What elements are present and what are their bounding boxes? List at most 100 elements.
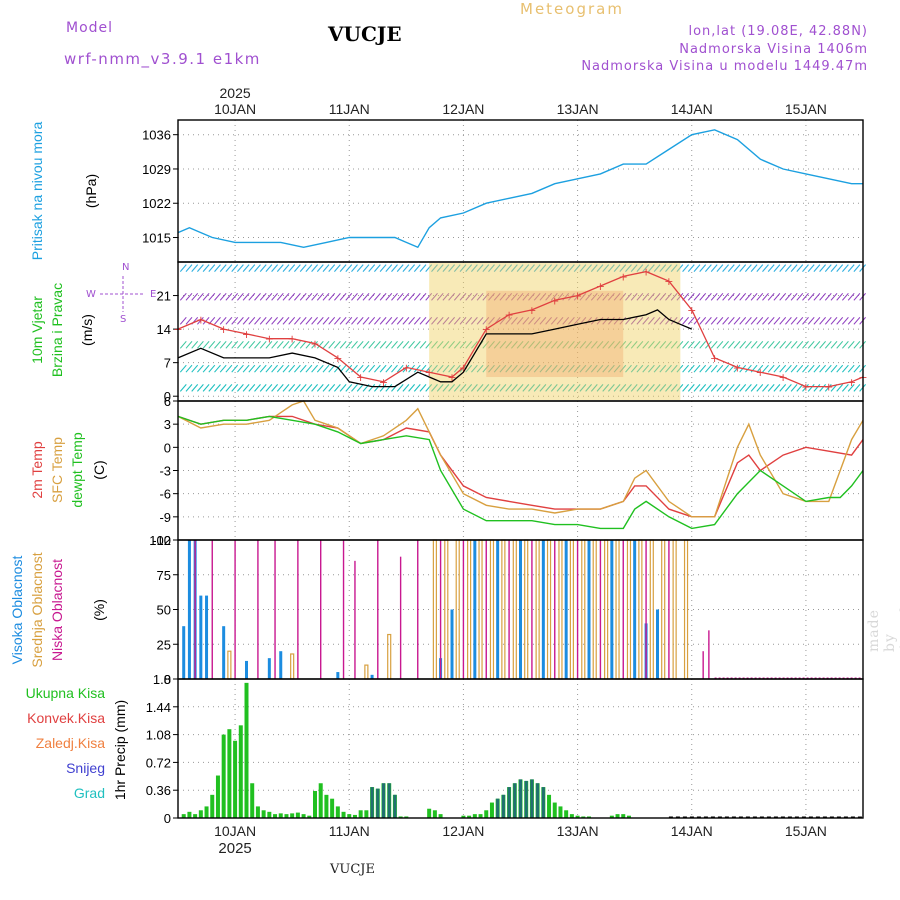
day-label-top: 13JAN [557, 101, 599, 117]
cloud-low-bar [211, 540, 213, 679]
wind-gust-marker: + [265, 333, 274, 346]
precip-total-bar [552, 802, 557, 818]
wind-speed-line [177, 309, 693, 388]
precip-legend-4: Grad [74, 785, 105, 801]
cloud-high-bar [541, 540, 545, 679]
wind-gust-marker: + [847, 376, 856, 389]
cloud-mid-bar [432, 539, 437, 680]
precip-snow-bar [530, 779, 534, 818]
cloud-high-bar [245, 660, 248, 679]
precip-total-bar [467, 815, 472, 818]
cloud-high-bar [336, 672, 340, 679]
precip-total-bar [438, 814, 443, 818]
cloud-high-bar [187, 540, 191, 679]
cloud-high-bar [496, 540, 500, 679]
precip-snow-bar [513, 783, 517, 818]
temp-sfc-axis-label: SFC Temp [49, 437, 65, 503]
cloud-mid-bar [512, 539, 517, 680]
wind-gust-marker: + [310, 337, 319, 350]
precip-total-bar [352, 814, 357, 818]
precip-legend-0: Ukupna Kisa [26, 685, 106, 701]
precip-snow-bar [370, 787, 374, 818]
cloud-high-bar [205, 595, 209, 679]
year-label-top: 2025 [220, 85, 251, 101]
precip-snow-bar [519, 779, 522, 818]
pressure-axis-label: Pritisak na nivou mora [29, 122, 45, 261]
precip-legend-3: Snijeg [66, 760, 105, 776]
wind-strong-zone [429, 263, 681, 400]
cloud-low-bar [274, 540, 276, 679]
cloud-mid-bar [467, 539, 472, 680]
y-tick-label: 21 [157, 289, 171, 304]
wind-dir-w: W [86, 289, 96, 300]
wind-gust-marker: + [333, 352, 342, 365]
wind-gust-marker: + [219, 323, 228, 336]
precip-total-bar [313, 790, 317, 818]
y-tick-label: -12 [152, 533, 171, 548]
cloud-low-bar [531, 540, 533, 679]
precip-snow-bar [496, 798, 500, 818]
y-tick-label: 0.72 [146, 755, 171, 770]
day-label-top: 14JAN [671, 101, 713, 117]
wind-gust-marker: + [482, 323, 491, 336]
wind-dir-cross [100, 276, 145, 312]
dewpoint-axis-label: dewpt Temp [69, 432, 85, 507]
precip-total-bar [267, 811, 272, 818]
precip-total-bar [621, 814, 626, 818]
cloud-high-bar [610, 540, 614, 679]
precip-total-bar [472, 814, 477, 818]
precip-snow-bar [501, 794, 505, 818]
precip-total-bar [581, 816, 586, 818]
wind-gust-marker: + [425, 366, 434, 379]
y-tick-label: 14 [157, 322, 171, 337]
precip-total-bar [547, 794, 552, 818]
y-tick-label: 1036 [142, 128, 171, 143]
y-tick-label: 3 [164, 417, 171, 432]
y-tick-label: 1.08 [146, 728, 171, 743]
wind-dir-s: S [120, 314, 126, 325]
panel-frame-pressure [177, 119, 864, 263]
precip-total-bar [489, 802, 494, 818]
cloud-low-bar [554, 540, 556, 679]
precip-total-bar [193, 814, 198, 818]
y-tick-label: 0 [164, 811, 171, 826]
cloud-low-bar [462, 540, 465, 679]
cloud-low-bar [354, 560, 356, 679]
day-label-bottom: 12JAN [442, 823, 484, 839]
precip-snow-bar [382, 783, 385, 818]
cloud-mid-bar [535, 539, 540, 680]
cloud-mid-bar [364, 664, 369, 680]
cloud-mid-bar [672, 539, 677, 680]
wind-dir-n: N [122, 262, 129, 273]
precip-total-bar [358, 810, 363, 818]
precip-total-bar [404, 816, 409, 818]
wind-barb-row [179, 292, 867, 301]
cloud-high-bar [182, 626, 186, 679]
precip-total-bar [307, 815, 312, 818]
wind-gust-marker: + [459, 361, 468, 374]
precip-legend-2: Zaledj.Kisa [36, 735, 105, 751]
wind-gust-marker: + [619, 270, 628, 283]
y-tick-label: 0 [164, 440, 171, 455]
cloud-low-bar [342, 540, 345, 679]
wind-barb-row [179, 264, 867, 272]
y-tick-label: 0 [164, 389, 171, 404]
precip-total-bar [347, 814, 352, 818]
precip-axis-label: 1hr Precip (mm) [112, 700, 128, 800]
wind-gust-marker: + [242, 328, 251, 341]
precip-total-bar [250, 783, 255, 818]
dewpoint-line [177, 415, 864, 530]
cloud-high-axis-label: Visoka Oblacnost [9, 556, 25, 665]
cloud-mid-bar [478, 539, 483, 680]
precip-total-bar [227, 729, 232, 818]
cloud-low-bar [320, 540, 322, 679]
cloud-mid-bar [489, 539, 495, 680]
panel-frame-precip [177, 678, 864, 819]
wind-axis-label-2: Brzina i Pravac [49, 283, 65, 377]
precip-total-bar [244, 682, 249, 818]
wind-barb-row [179, 384, 867, 392]
cloud-low-bar [485, 540, 487, 679]
wind-gust-marker: + [596, 280, 605, 293]
meteogram-label: Meteogram [520, 0, 624, 18]
pressure-line [177, 129, 863, 249]
